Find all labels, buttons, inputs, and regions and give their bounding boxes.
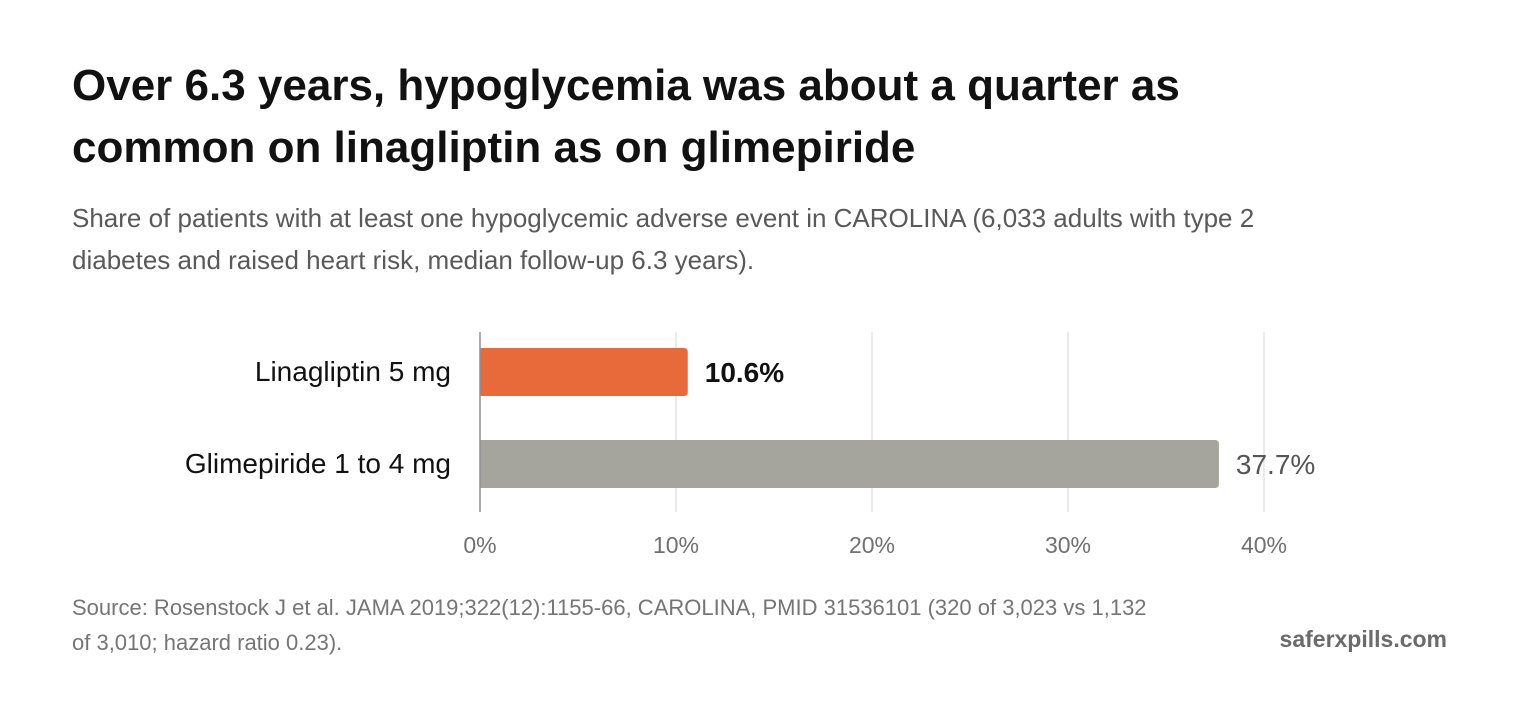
bar-chart: 0% 10% 20% 30% 40% Linagliptin 5 mg 10.6% Glime… [185,332,1315,558]
x-tick-label: 10% [653,532,699,558]
category-label: Glimepiride 1 to 4 mg [185,448,451,479]
x-tick-label: 30% [1045,532,1091,558]
chart-subtitle: Share of patients with at least one hypo… [72,203,1255,275]
category-label: Linagliptin 5 mg [255,356,451,387]
source-note: Source: Rosenstock J et al. JAMA 2019;32… [72,595,1147,655]
chart-title: Over 6.3 years, hypoglycemia was about a… [72,61,1180,172]
value-label: 37.7% [1236,449,1315,480]
value-label: 10.6% [705,357,784,388]
x-tick-label: 20% [849,532,895,558]
bar [480,440,1219,488]
x-tick-label: 0% [463,532,496,558]
bar [480,348,688,396]
brand-label: saferxpills.com [1279,626,1447,652]
x-tick-label: 40% [1241,532,1287,558]
